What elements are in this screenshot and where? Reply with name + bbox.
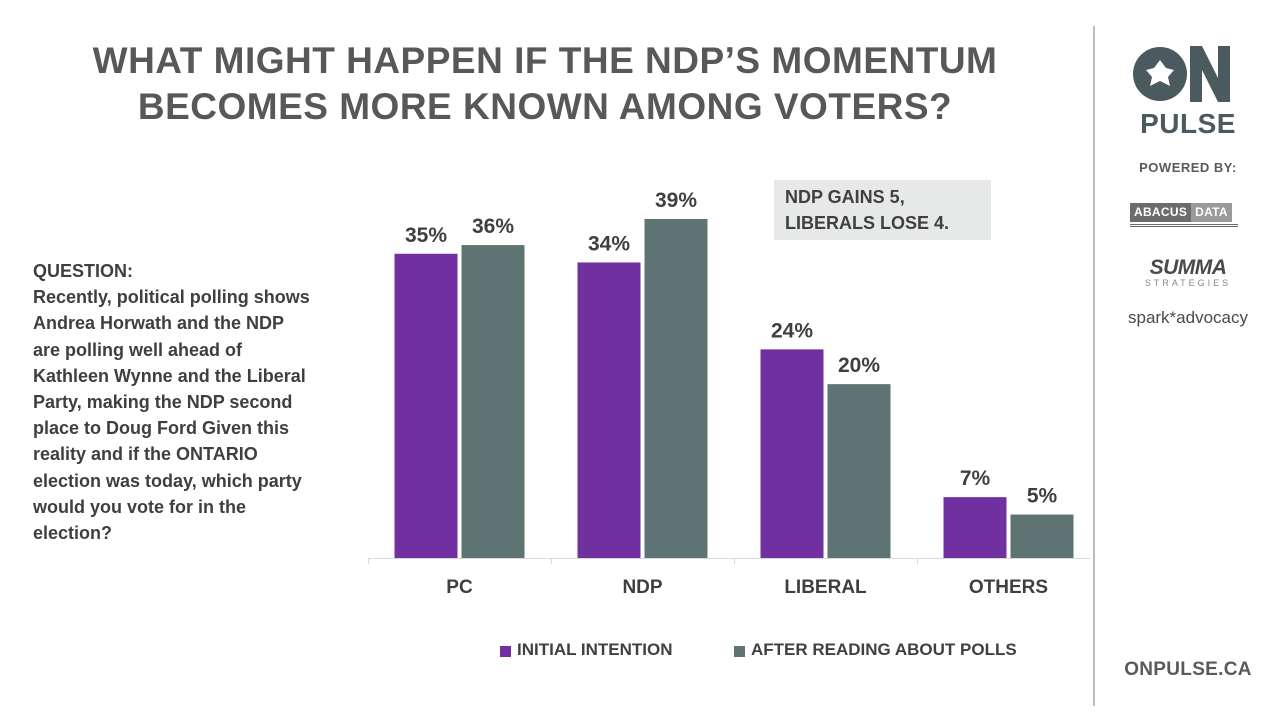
abacus-logo-rule <box>1130 224 1238 227</box>
chart-title: WHAT MIGHT HAPPEN IF THE NDP’S MOMENTUM … <box>40 38 1050 130</box>
bar-ndp-series-2 <box>644 219 708 558</box>
bar-pc-series-1 <box>394 253 458 558</box>
legend-swatch-initial <box>500 646 511 657</box>
onpulse-logo <box>1133 46 1230 102</box>
question-line: Recently, political polling shows <box>33 287 310 308</box>
category-label: NDP <box>622 577 662 598</box>
bar-liberal-series-2 <box>827 384 891 558</box>
data-label: 34% <box>588 232 630 255</box>
sidebar: PULSE POWERED BY: ABACUS DATA SUMMA STRAT… <box>1096 0 1280 720</box>
data-label: 7% <box>960 467 991 490</box>
powered-by-label: POWERED BY: <box>1139 160 1237 175</box>
data-label: 20% <box>838 354 880 377</box>
abacus-logo-right: DATA <box>1191 203 1232 222</box>
bar-others-series-1 <box>943 497 1007 558</box>
abacus-data-logo: ABACUS DATA <box>1130 203 1232 223</box>
title-line-2: BECOMES MORE KNOWN AMONG VOTERS? <box>137 86 953 127</box>
category-label: PC <box>446 577 473 598</box>
data-label: 35% <box>405 224 447 247</box>
bar-others-series-2 <box>1010 514 1074 558</box>
summa-logo-sub: STRATEGIES <box>1144 278 1232 288</box>
question-heading: QUESTION: <box>33 261 134 281</box>
data-label: 36% <box>472 215 514 238</box>
data-label: 39% <box>655 189 697 212</box>
bar-liberal-series-1 <box>760 349 824 558</box>
title-line-1: WHAT MIGHT HAPPEN IF THE NDP’S MOMENTUM <box>92 40 998 81</box>
callout-box: NDP GAINS 5, LIBERALS LOSE 4. <box>774 180 991 240</box>
category-label: OTHERS <box>969 577 1048 598</box>
question-line: place to Doug Ford Given this <box>33 418 290 439</box>
callout-line-2: LIBERALS LOSE 4. <box>785 213 950 233</box>
legend-swatch-after <box>734 646 745 657</box>
callout-line-1: NDP GAINS 5, <box>785 187 905 207</box>
spark-advocacy-logo: spark*advocacy <box>1127 308 1248 327</box>
bar-chart: 35% 36% PC 34% 39% NDP 24% 20% LIBERAL 7% 5% OTHERS <box>368 189 1090 598</box>
legend-label-initial: INITIAL INTENTION <box>517 640 673 659</box>
question-line: reality and if the ONTARIO <box>33 444 258 465</box>
question-line: Andrea Horwath and the NDP <box>33 313 285 334</box>
question-line: Party, making the NDP second <box>33 392 293 413</box>
legend-label-after: AFTER READING ABOUT POLLS <box>751 640 1017 659</box>
category-label: LIBERAL <box>784 577 867 598</box>
question-line: election was today, which party <box>33 470 302 491</box>
website-label: ONPULSE.CA <box>1124 659 1252 680</box>
bar-ndp-series-1 <box>577 262 641 558</box>
logo-pulse-text: PULSE <box>1140 108 1236 139</box>
sidebar-divider <box>1093 26 1095 706</box>
question-line: are polling well ahead of <box>33 339 243 360</box>
question-line: would you vote for in the <box>33 496 246 517</box>
bar-pc-series-2 <box>461 245 525 559</box>
question-text: QUESTION: Recently, political polling sh… <box>33 258 363 546</box>
abacus-logo-left: ABACUS <box>1130 203 1192 222</box>
data-label: 24% <box>771 319 813 342</box>
question-line: Kathleen Wynne and the Liberal <box>33 365 306 386</box>
data-label: 5% <box>1027 485 1058 508</box>
summa-logo: SUMMA <box>1149 256 1227 279</box>
question-line: election? <box>33 523 113 544</box>
